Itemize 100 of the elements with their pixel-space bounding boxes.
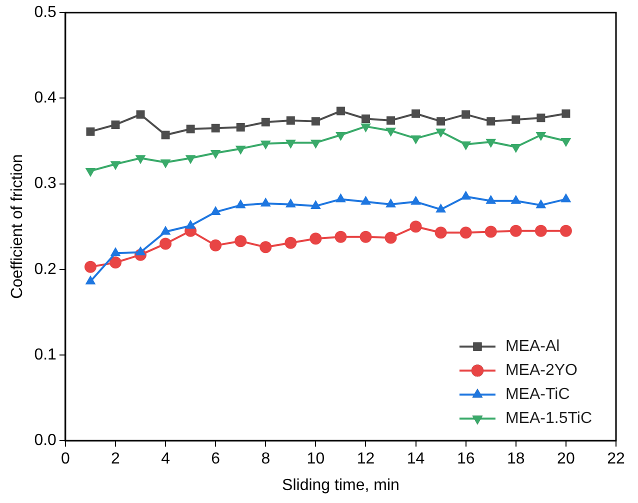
point [235, 146, 246, 155]
point [510, 144, 522, 153]
x-axis-title: Sliding time, min [282, 476, 400, 494]
point [136, 110, 145, 119]
point [412, 109, 420, 118]
point [236, 123, 245, 132]
point [210, 239, 222, 252]
point [210, 150, 221, 159]
x-tick-label: 22 [607, 450, 625, 468]
legend-label: MEA-TiC [505, 386, 570, 404]
point [86, 127, 95, 136]
point [336, 132, 346, 142]
point [260, 140, 271, 150]
x-tick-label: 4 [161, 450, 170, 468]
legend-label: MEA-2YO [505, 362, 578, 380]
point [360, 196, 371, 205]
point [334, 230, 347, 243]
point [185, 155, 196, 164]
point [234, 235, 247, 248]
point [110, 161, 121, 170]
point [360, 123, 371, 132]
point [336, 106, 345, 116]
point [135, 155, 146, 164]
y-tick-label: 0.2 [34, 260, 57, 278]
point [510, 224, 522, 237]
x-tick-label: 14 [406, 450, 425, 468]
x-tick-label: 10 [306, 450, 325, 468]
point [460, 226, 472, 239]
x-tick-label: 6 [211, 450, 220, 468]
x-tick-label: 0 [60, 450, 70, 468]
y-tick-label: 0.3 [34, 175, 57, 192]
x-tick-label: 16 [456, 450, 475, 468]
point [386, 128, 396, 137]
point [135, 246, 146, 256]
point [110, 247, 121, 256]
point [261, 118, 270, 126]
point [510, 194, 522, 204]
point [235, 199, 246, 208]
point [109, 256, 122, 269]
point [386, 116, 396, 125]
point [160, 238, 172, 250]
point [211, 124, 220, 132]
point [111, 120, 120, 129]
point [362, 114, 370, 123]
x-tick-label: 18 [507, 450, 525, 468]
point [536, 199, 546, 208]
point [285, 198, 296, 208]
point [410, 220, 422, 233]
point [310, 200, 321, 210]
y-tick-label: 0.5 [34, 4, 57, 22]
point [562, 109, 570, 118]
point [386, 198, 396, 208]
point [210, 206, 221, 216]
point [460, 141, 472, 150]
point [185, 220, 196, 229]
point [486, 138, 496, 148]
point [512, 115, 520, 124]
point [534, 224, 547, 237]
point [436, 203, 446, 212]
point [284, 236, 297, 249]
point [560, 138, 572, 147]
point [436, 117, 446, 126]
point [536, 114, 546, 122]
x-tick-label: 8 [261, 450, 270, 468]
point [336, 193, 346, 202]
x-tick-label: 2 [111, 450, 120, 468]
point [384, 232, 397, 244]
point [434, 226, 447, 239]
point [484, 226, 497, 238]
point [460, 190, 472, 200]
point [285, 140, 296, 149]
point [311, 117, 320, 126]
y-tick-label: 0.4 [34, 90, 57, 107]
point [310, 140, 321, 149]
x-tick-label: 12 [356, 450, 375, 468]
point [310, 232, 322, 245]
point [560, 224, 572, 237]
point [360, 230, 372, 243]
point [84, 260, 96, 273]
point [410, 135, 421, 144]
point [536, 132, 546, 142]
point [160, 226, 171, 235]
y-tick-label: 0.0 [34, 432, 57, 450]
point [436, 128, 446, 138]
point [410, 196, 421, 205]
x-tick-label: 20 [557, 450, 575, 468]
legend-label: MEA-1.5TiC [505, 410, 592, 428]
point [85, 168, 96, 177]
point [286, 116, 295, 125]
point [486, 117, 496, 126]
point [85, 275, 96, 284]
y-axis-title: Coefficient of friction [9, 154, 26, 299]
point [161, 130, 170, 140]
point [486, 194, 496, 204]
point [462, 110, 470, 119]
legend-label: MEA-Al [505, 338, 560, 356]
point [260, 241, 272, 254]
y-tick-label: 0.1 [34, 346, 57, 364]
point [560, 193, 572, 202]
point [186, 124, 195, 134]
